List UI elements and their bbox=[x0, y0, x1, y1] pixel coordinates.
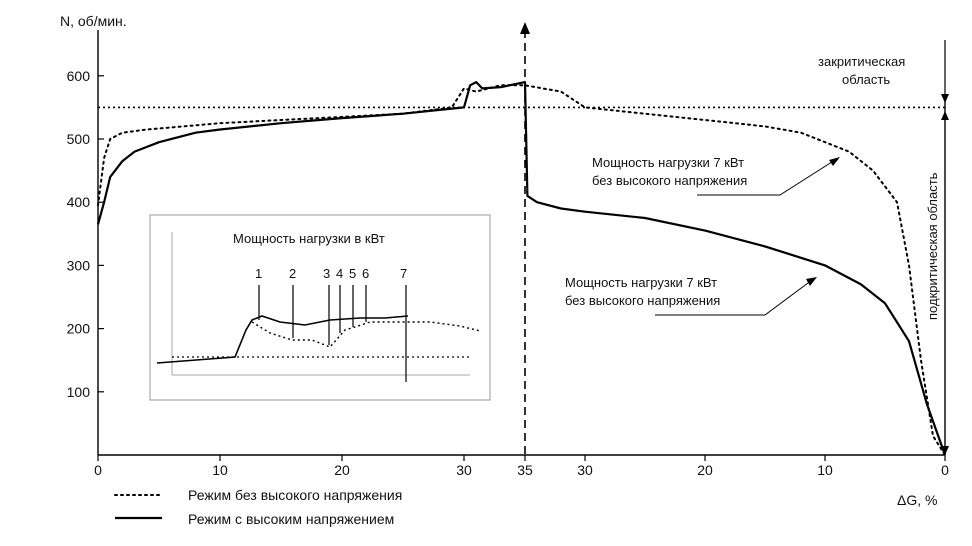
y-tick-label: 500 bbox=[67, 131, 91, 147]
svg-text:7: 7 bbox=[400, 266, 407, 281]
series-line-without-high-voltage bbox=[97, 84, 946, 456]
callout-dotted-line2: без высокого напряжения bbox=[592, 173, 747, 188]
svg-text:2: 2 bbox=[289, 266, 296, 281]
svg-text:3: 3 bbox=[323, 266, 330, 281]
svg-text:6: 6 bbox=[362, 266, 369, 281]
series-line-with-high-voltage bbox=[96, 81, 947, 456]
x-tick-label: 20 bbox=[334, 462, 350, 478]
subcritical-label: подкритическая область bbox=[925, 172, 940, 320]
divider-arrow-icon bbox=[520, 22, 530, 34]
inset-marker-6: 6 bbox=[362, 266, 369, 322]
inset-marker-3: 3 bbox=[323, 266, 330, 345]
x-tick-label: 30 bbox=[577, 462, 593, 478]
callout-dotted-arrow-icon bbox=[829, 157, 840, 166]
callout-solid-line2: без высокого напряжения bbox=[565, 293, 720, 308]
inset-chart: Мощность нагрузки в кВт 1 2 3 4 5 6 bbox=[149, 214, 491, 401]
y-tick-labels: 100 200 300 400 500 600 bbox=[67, 68, 104, 400]
legend-label-solid: Режим с высоким напряжением bbox=[188, 511, 394, 527]
inset-marker-5: 5 bbox=[349, 266, 356, 327]
x-tick-label: 0 bbox=[941, 462, 949, 478]
y-tick-label: 400 bbox=[67, 194, 91, 210]
inset-series-dotted bbox=[251, 321, 481, 348]
callout-dotted-line1: Мощность нагрузки 7 кВт bbox=[592, 155, 744, 170]
callout-solid-arrow-icon bbox=[806, 277, 817, 286]
y-axis-label: N, об/мин. bbox=[60, 13, 127, 29]
x-axis-label: ΔG, % bbox=[897, 492, 937, 508]
inset-series-solid bbox=[156, 315, 409, 364]
subcritical-arrow-up-icon bbox=[941, 111, 949, 120]
x-tick-labels: 0 10 20 30 35 30 20 10 0 bbox=[94, 455, 949, 478]
x-tick-label: 10 bbox=[212, 462, 228, 478]
y-tick-label: 200 bbox=[67, 321, 91, 337]
supercritical-label-line1: закритическая bbox=[818, 54, 905, 69]
callout-dotted-leader bbox=[697, 159, 836, 196]
legend: Режим без высокого напряжения Режим с вы… bbox=[114, 487, 402, 527]
svg-text:4: 4 bbox=[336, 266, 343, 281]
inset-marker-1: 1 bbox=[255, 266, 262, 320]
x-tick-label: 35 bbox=[517, 462, 533, 478]
y-tick-label: 100 bbox=[67, 384, 91, 400]
supercritical-label-line2: область bbox=[842, 72, 890, 87]
callout-solid-leader bbox=[655, 279, 813, 316]
svg-text:1: 1 bbox=[255, 266, 262, 281]
supercritical-arrow-head-icon bbox=[941, 94, 949, 103]
inset-marker-2: 2 bbox=[289, 266, 296, 338]
x-tick-label: 30 bbox=[456, 462, 472, 478]
legend-label-dotted: Режим без высокого напряжения bbox=[188, 487, 402, 503]
svg-text:5: 5 bbox=[349, 266, 356, 281]
inset-marker-4: 4 bbox=[336, 266, 343, 333]
x-tick-label: 20 bbox=[697, 462, 713, 478]
y-tick-label: 300 bbox=[67, 257, 91, 273]
inset-frame bbox=[149, 214, 491, 401]
x-tick-label: 10 bbox=[817, 462, 833, 478]
x-tick-label: 0 bbox=[94, 462, 102, 478]
inset-title: Мощность нагрузки в кВт bbox=[233, 231, 385, 246]
inset-marker-7: 7 bbox=[400, 266, 407, 382]
y-tick-label: 600 bbox=[67, 68, 91, 84]
callout-solid-line1: Мощность нагрузки 7 кВт bbox=[565, 275, 717, 290]
